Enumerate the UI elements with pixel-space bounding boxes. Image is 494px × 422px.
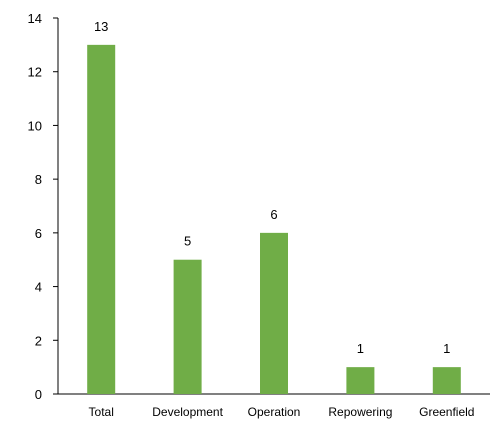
bar-total bbox=[87, 44, 116, 394]
y-tick-label: 8 bbox=[35, 172, 42, 187]
y-tick-label: 0 bbox=[35, 387, 42, 402]
data-labels: 13 5 6 1 1 bbox=[94, 19, 450, 356]
y-axis: 0 2 4 6 8 10 12 14 bbox=[28, 11, 59, 402]
x-tick-label: Greenfield bbox=[419, 405, 474, 419]
bar-operation bbox=[260, 232, 288, 394]
y-tick-label: 2 bbox=[35, 333, 42, 348]
x-tick-label: Operation bbox=[248, 405, 301, 419]
bar-repowering bbox=[346, 367, 375, 394]
data-label: 1 bbox=[443, 341, 450, 356]
y-tick-label: 4 bbox=[35, 280, 42, 295]
x-tick-label: Repowering bbox=[328, 405, 392, 419]
bars bbox=[87, 44, 461, 394]
data-label: 1 bbox=[357, 341, 364, 356]
data-label: 13 bbox=[94, 19, 108, 34]
data-label: 6 bbox=[270, 207, 277, 222]
data-label: 5 bbox=[184, 234, 191, 249]
bar-greenfield bbox=[432, 367, 461, 394]
bar-development bbox=[173, 259, 202, 394]
x-tick-label: Development bbox=[152, 405, 223, 419]
x-tick-label: Total bbox=[89, 405, 114, 419]
y-tick-label: 14 bbox=[28, 11, 42, 26]
y-tick-label: 6 bbox=[35, 226, 42, 241]
y-tick-label: 12 bbox=[28, 65, 42, 80]
y-tick-label: 10 bbox=[28, 118, 42, 133]
category-labels: Total Development Operation Repowering Green… bbox=[89, 405, 475, 419]
